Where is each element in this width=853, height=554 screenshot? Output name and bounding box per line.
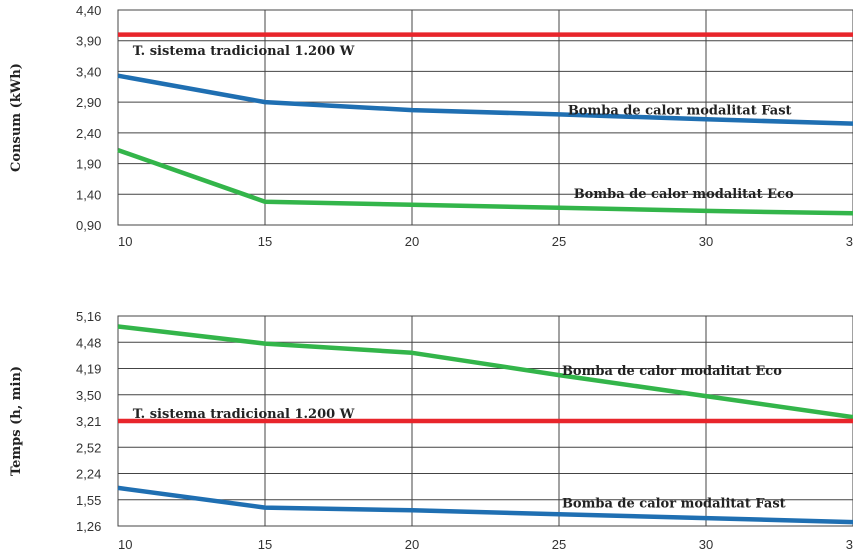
x-tick-label: 35 [846,537,853,552]
y-tick-label: 2,24 [76,467,101,482]
y-tick-label: 1,40 [76,187,101,202]
temps-chart: 1,26 1,55 2,24 2,52 3,21 3,50 4,19 4,48 5,16 10 15… [9,309,853,552]
series-annotation: Bomba de calor modalitat Fast [568,104,792,119]
series-line-3 [117,485,853,525]
series-annotation: T. sistema tradicional 1.200 W [133,407,355,422]
y-tick-label: 3,40 [76,64,101,79]
y-tick-label: 1,26 [76,519,101,534]
x-tick-label: 20 [405,234,419,249]
x-tick-label: 20 [405,537,419,552]
x-tick-label: 30 [699,537,713,552]
x-tick-label: 15 [258,234,272,249]
x-tick-label: 25 [552,537,566,552]
plot-border [117,9,853,226]
series-annotation: Bomba de calor modalitat Fast [562,496,786,511]
series-line-3 [117,147,853,216]
y-tick-label: 3,21 [76,414,101,429]
series-annotation: T. sistema tradicional 1.200 W [133,44,355,59]
y-tick-label: 2,52 [76,440,101,455]
series-annotation: Bomba de calor modalitat Eco [574,187,794,202]
series-line-1 [117,324,853,420]
y-tick-label: 2,40 [76,126,101,141]
y-tick-label: 1,55 [76,493,101,508]
x-tick-label: 10 [118,537,132,552]
y-tick-label: 4,48 [76,335,101,350]
x-tick-label: 30 [699,234,713,249]
y-tick-label: 4,40 [76,3,101,18]
y-axis-label: Consum (kWh) [9,63,24,172]
y-tick-label: 2,90 [76,95,101,110]
series-annotation: Bomba de calor modalitat Eco [562,364,782,379]
x-tick-label: 35 [846,234,853,249]
y-tick-label: 3,50 [76,388,101,403]
y-tick-label: 4,19 [76,362,101,377]
series-line-2 [117,73,853,126]
consum-chart: 0,90 1,40 1,90 2,40 2,90 3,40 3,90 4,40 10 15 20 25… [9,3,853,249]
y-tick-label: 1,90 [76,157,101,172]
y-tick-label: 3,90 [76,34,101,49]
y-tick-label: 5,16 [76,309,101,324]
x-tick-label: 15 [258,537,272,552]
y-axis-label: Temps (h, min) [9,366,24,476]
x-tick-label: 25 [552,234,566,249]
y-tick-label: 0,90 [76,218,101,233]
x-tick-label: 10 [118,234,132,249]
